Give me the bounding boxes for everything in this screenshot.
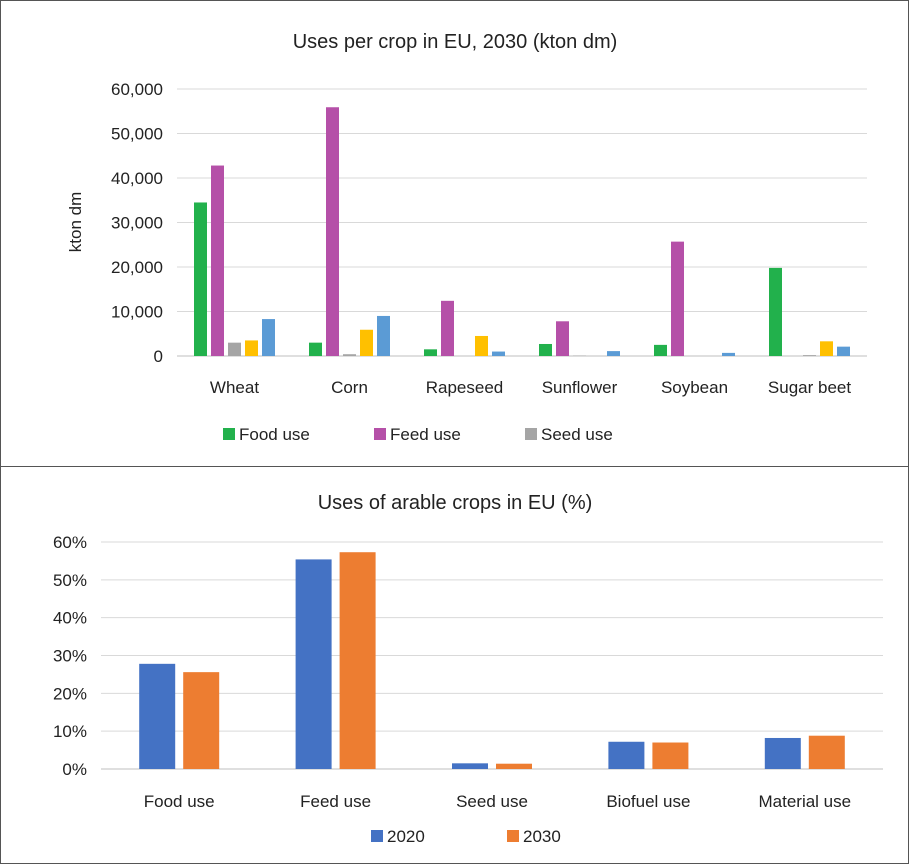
chart-title: Uses per crop in EU, 2030 (kton dm) bbox=[293, 31, 618, 53]
legend-swatch bbox=[507, 830, 519, 842]
bar-2030-material-use bbox=[809, 736, 845, 769]
y-tick-label: 10% bbox=[53, 722, 87, 741]
crop-uses-chart: Uses per crop in EU, 2030 (kton dm) kton… bbox=[1, 1, 910, 468]
x-tick-label: Corn bbox=[331, 378, 368, 397]
y-axis-label: kton dm bbox=[66, 192, 85, 252]
bar-seed-use-corn bbox=[343, 354, 356, 356]
y-tick-label: 10,000 bbox=[111, 303, 163, 322]
bar-2030-seed-use bbox=[496, 764, 532, 769]
legend-label: Seed use bbox=[541, 425, 613, 444]
y-tick-label: 40% bbox=[53, 609, 87, 628]
y-tick-label: 30% bbox=[53, 647, 87, 666]
bar-2020-biofuel-use bbox=[608, 742, 644, 769]
legend-label: Feed use bbox=[390, 425, 461, 444]
legend-label: 2020 bbox=[387, 827, 425, 846]
bar-feed-use-sunflower bbox=[556, 321, 569, 356]
bar-feed-use-rapeseed bbox=[441, 301, 454, 356]
x-tick-label: Rapeseed bbox=[426, 378, 504, 397]
y-tick-label: 50% bbox=[53, 571, 87, 590]
chart-title: Uses of arable crops in EU (%) bbox=[318, 492, 593, 514]
bar-series-4-sugar-beet bbox=[820, 341, 833, 356]
bar-series-4-rapeseed bbox=[475, 336, 488, 356]
x-tick-label: Food use bbox=[144, 792, 215, 811]
y-tick-label: 60% bbox=[53, 533, 87, 552]
x-tick-label: Seed use bbox=[456, 792, 528, 811]
bar-2020-material-use bbox=[765, 738, 801, 769]
bar-food-use-sunflower bbox=[539, 344, 552, 356]
x-tick-label: Biofuel use bbox=[606, 792, 690, 811]
bar-2020-seed-use bbox=[452, 763, 488, 769]
y-tick-label: 50,000 bbox=[111, 125, 163, 144]
arable-uses-chart-panel: Uses of arable crops in EU (%) 0% 10% 20% 3… bbox=[0, 466, 909, 864]
y-tick-label: 0% bbox=[62, 760, 87, 779]
y-tick-label: 60,000 bbox=[111, 80, 163, 99]
x-tick-label: Soybean bbox=[661, 378, 728, 397]
legend-label: 2030 bbox=[523, 827, 561, 846]
bar-food-use-wheat bbox=[194, 202, 207, 356]
bar-feed-use-corn bbox=[326, 107, 339, 356]
legend-label: Food use bbox=[239, 425, 310, 444]
bar-2030-feed-use bbox=[340, 552, 376, 769]
legend-swatch bbox=[371, 830, 383, 842]
y-tick-label: 0 bbox=[154, 347, 163, 366]
bar-feed-use-soybean bbox=[671, 242, 684, 356]
bar-series-5-corn bbox=[377, 316, 390, 356]
bar-series-4-corn bbox=[360, 330, 373, 356]
y-tick-label: 20% bbox=[53, 684, 87, 703]
bar-series-5-soybean bbox=[722, 353, 735, 356]
bar-series-5-sugar-beet bbox=[837, 347, 850, 356]
bar-series-5-wheat bbox=[262, 319, 275, 356]
x-tick-label: Sugar beet bbox=[768, 378, 851, 397]
crop-uses-chart-panel: Uses per crop in EU, 2030 (kton dm) kton… bbox=[0, 0, 909, 467]
legend-swatch bbox=[223, 428, 235, 440]
bar-seed-use-sugar-beet bbox=[803, 355, 816, 356]
bar-food-use-rapeseed bbox=[424, 349, 437, 356]
x-tick-label: Sunflower bbox=[542, 378, 618, 397]
legend-swatch bbox=[525, 428, 537, 440]
bar-food-use-soybean bbox=[654, 345, 667, 356]
bar-2030-biofuel-use bbox=[652, 743, 688, 769]
bar-series-5-rapeseed bbox=[492, 352, 505, 356]
bar-seed-use-wheat bbox=[228, 343, 241, 356]
bar-2020-food-use bbox=[139, 664, 175, 769]
x-tick-label: Wheat bbox=[210, 378, 259, 397]
bar-series-4-wheat bbox=[245, 340, 258, 356]
arable-uses-chart: Uses of arable crops in EU (%) 0% 10% 20% 3… bbox=[1, 467, 910, 865]
y-tick-label: 30,000 bbox=[111, 214, 163, 233]
y-tick-label: 20,000 bbox=[111, 258, 163, 277]
bar-2030-food-use bbox=[183, 672, 219, 769]
bar-2020-feed-use bbox=[296, 559, 332, 769]
legend-swatch bbox=[374, 428, 386, 440]
x-tick-label: Material use bbox=[758, 792, 851, 811]
x-tick-label: Feed use bbox=[300, 792, 371, 811]
bar-feed-use-wheat bbox=[211, 166, 224, 356]
bar-series-5-sunflower bbox=[607, 351, 620, 356]
bar-food-use-corn bbox=[309, 343, 322, 356]
bar-food-use-sugar-beet bbox=[769, 268, 782, 356]
y-tick-label: 40,000 bbox=[111, 169, 163, 188]
